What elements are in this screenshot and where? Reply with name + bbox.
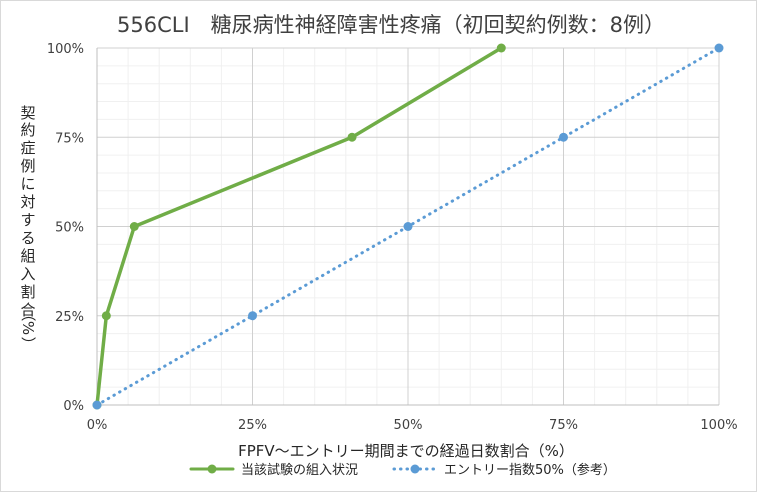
x-tick-label: 25% [238, 418, 267, 433]
y-axis-title-char: 約 [20, 121, 35, 139]
y-axis-title-char: 入 [20, 265, 35, 283]
legend-swatch-marker [207, 464, 217, 474]
legend-label: エントリー指数50%（参考） [444, 462, 616, 478]
y-axis-title-char: 組 [20, 247, 35, 265]
y-axis-title-char: に [20, 175, 35, 193]
y-tick-label: 75% [55, 131, 84, 146]
data-point [347, 132, 357, 142]
y-axis-title-char: す [20, 211, 35, 229]
legend: 当該試験の組入状況 エントリー指数50%（参考） [189, 462, 616, 478]
data-point [129, 222, 139, 231]
x-tick-label: 50% [394, 418, 423, 433]
data-point [248, 311, 257, 321]
y-axis-title-char: % [19, 321, 37, 335]
y-axis-title-char: 症 [20, 139, 35, 157]
y-tick-label: 50% [55, 221, 84, 236]
legend-swatch-marker [410, 464, 420, 474]
data-point [403, 222, 413, 231]
legend-label: 当該試験の組入状況 [241, 462, 358, 478]
data-point [559, 132, 568, 142]
series-layer [92, 43, 724, 410]
data-point [714, 43, 724, 53]
y-axis-title-char: 例 [20, 157, 35, 175]
x-tick-label: 100% [700, 418, 737, 433]
y-axis-title-char: （ [19, 306, 37, 321]
y-axis-title-char: ） [19, 336, 37, 351]
grid [97, 47, 720, 405]
data-point [92, 400, 102, 410]
y-axis-title-char: 割 [20, 283, 35, 301]
x-tick-label: 0% [87, 418, 108, 433]
x-tick-label: 75% [549, 418, 578, 433]
data-point [496, 43, 506, 53]
x-axis-title: FPFV～エントリー期間までの経過日数割合（%） [238, 442, 574, 460]
y-axis-title-char: 合 [20, 301, 35, 319]
y-axis-title-char: 契 [20, 104, 35, 122]
y-tick-label: 0% [63, 399, 84, 414]
axes: 0% 25% 50% 75% 100% 0% 25% 50% 75% 100% [47, 42, 738, 433]
y-tick-label: 100% [47, 42, 84, 57]
y-tick-label: 25% [55, 310, 84, 325]
data-point [101, 311, 111, 321]
y-axis-title-char: る [20, 229, 35, 247]
chart-title: 556CLI 糖尿病性神経障害性疼痛（初回契約例数：8例） [117, 13, 665, 37]
y-axis-title-char: 対 [20, 193, 35, 211]
